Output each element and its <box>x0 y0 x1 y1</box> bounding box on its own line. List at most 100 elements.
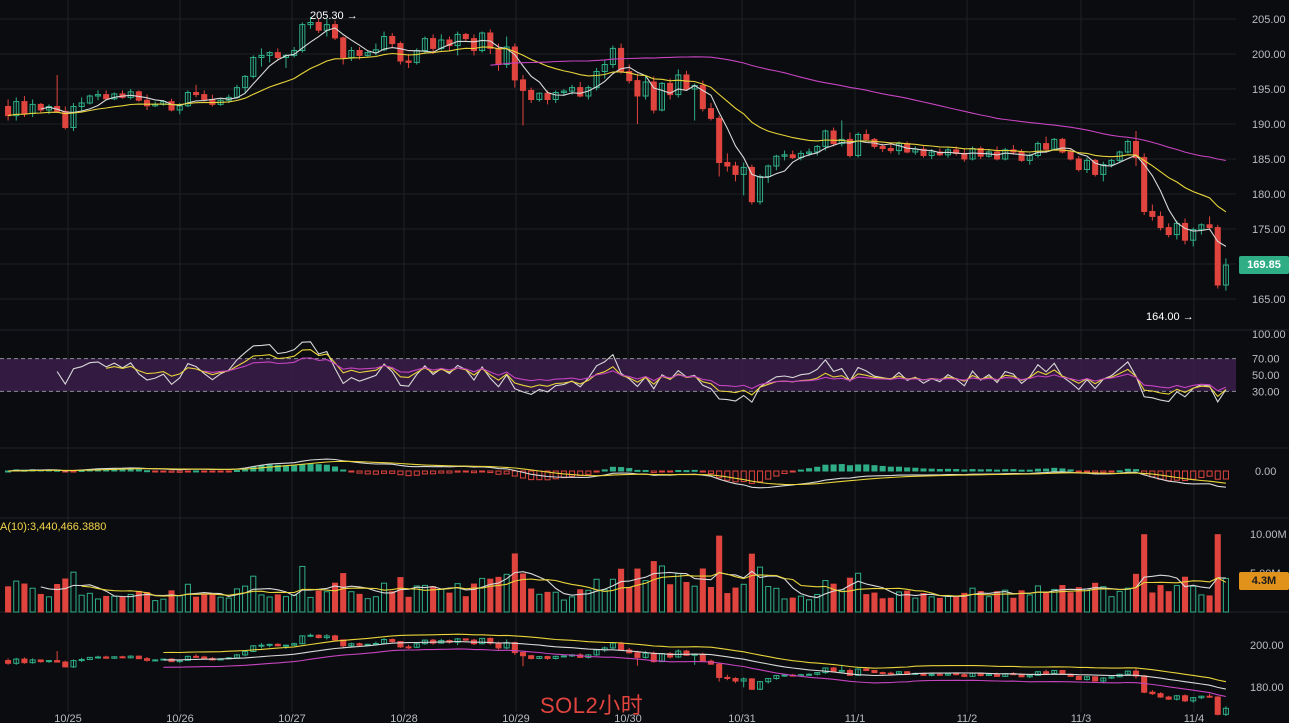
volume-bar-4 <box>37 593 44 613</box>
candle-body-147 <box>1206 224 1213 229</box>
macd-bar-57 <box>470 470 478 474</box>
macd-bar-67 <box>552 470 559 480</box>
candle-body-89 <box>732 165 739 175</box>
volume-bar-127 <box>1043 592 1050 613</box>
candle-body-112 <box>920 148 927 156</box>
candle-body-68 <box>560 90 567 93</box>
volume-bar-33 <box>274 594 281 613</box>
bottom-body-90 <box>740 678 747 682</box>
macd-bar-76 <box>626 468 633 472</box>
candle-body-40 <box>331 24 339 39</box>
volume-bar-42 <box>348 591 355 613</box>
bottom-body-67 <box>552 655 559 659</box>
bottom-body-120 <box>985 673 992 677</box>
volume-bar-48 <box>397 577 404 613</box>
candle-body-8 <box>70 106 77 128</box>
bottom-body-12 <box>103 656 110 659</box>
volume-bar-69 <box>569 596 576 613</box>
volume-bar-147 <box>1206 595 1213 613</box>
volume-bar-22 <box>184 583 191 613</box>
candle-body-24 <box>201 94 208 100</box>
macd-bar-116 <box>953 469 960 472</box>
vol-ma10-line <box>81 572 1227 597</box>
volume-bar-45 <box>372 596 379 613</box>
volume-bar-55 <box>454 583 461 613</box>
volume-bar-44 <box>364 598 371 613</box>
x-label-9: 11/3 <box>1071 713 1092 723</box>
x-label-6: 10/31 <box>728 713 756 723</box>
macd-bar-40 <box>331 466 339 472</box>
macd-bar-85 <box>699 470 706 473</box>
low-marker: 164.00 → <box>1146 311 1194 323</box>
volume-bar-131 <box>1075 587 1082 613</box>
candle-body-36 <box>299 24 306 51</box>
candle-body-41 <box>340 37 347 59</box>
bottom-body-99 <box>814 672 821 675</box>
volume-bar-106 <box>871 592 878 613</box>
high-marker: 205.30 → <box>310 10 358 22</box>
candle-body-140 <box>1149 211 1156 217</box>
volume-bar-66 <box>544 591 551 613</box>
candle-body-126 <box>1034 143 1041 157</box>
volume-bar-0 <box>5 586 12 613</box>
macd-bar-130 <box>1067 469 1074 472</box>
macd-bar-108 <box>887 466 894 472</box>
macd-bar-90 <box>740 470 747 483</box>
volume-bar-88 <box>724 593 731 613</box>
x-label-4: 10/29 <box>502 713 530 723</box>
macd-bar-135 <box>1108 470 1115 473</box>
x-label-7: 11/1 <box>845 713 866 723</box>
bottom-body-49 <box>405 646 412 649</box>
volume-bar-52 <box>430 586 437 613</box>
candle-body-20 <box>168 101 175 111</box>
volume-bar-37 <box>307 596 314 613</box>
candle-body-134 <box>1100 164 1107 175</box>
macd-bar-43 <box>356 470 363 474</box>
macd-bar-53 <box>438 470 445 474</box>
macd-bar-111 <box>912 467 919 472</box>
candle-body-94 <box>773 155 780 167</box>
macd-tick-0: 0.00 <box>1255 466 1276 478</box>
candle-body-56 <box>462 33 469 40</box>
macd-bar-51 <box>421 470 428 475</box>
macd-bar-50 <box>413 470 420 476</box>
volume-bar-120 <box>985 596 992 613</box>
volume-bar-24 <box>201 594 208 613</box>
volume-bar-5 <box>45 596 52 613</box>
price-tick-0: 205.00 <box>1252 14 1286 26</box>
macd-bar-78 <box>642 469 649 472</box>
candle-body-51 <box>421 38 428 51</box>
macd-bar-86 <box>707 470 715 475</box>
bottom-body-133 <box>1092 676 1099 682</box>
volume-bar-125 <box>1026 594 1033 613</box>
macd-bar-35 <box>291 465 298 472</box>
volume-bar-2 <box>21 583 28 613</box>
macd-bar-47 <box>389 470 396 474</box>
bottom-body-145 <box>1190 697 1197 702</box>
macd-bar-38 <box>315 464 322 472</box>
candle-body-148 <box>1214 227 1221 286</box>
macd-bar-88 <box>724 470 731 481</box>
candle-body-129 <box>1059 138 1066 153</box>
macd-bar-60 <box>495 470 502 475</box>
volume-bar-67 <box>552 591 559 613</box>
bottom-body-101 <box>830 667 837 673</box>
candle-body-133 <box>1092 159 1099 175</box>
bottom-body-78 <box>642 652 649 658</box>
volume-bar-59 <box>487 578 494 613</box>
volume-ma-label: A(10):3,440,466.3880 <box>0 521 107 533</box>
volume-bar-32 <box>266 596 273 613</box>
bottom-body-66 <box>544 656 551 659</box>
candle-body-13 <box>111 93 118 100</box>
bottom-body-6 <box>54 660 61 663</box>
candle-body-90 <box>740 166 747 175</box>
candle-body-12 <box>103 94 110 100</box>
candle-body-79 <box>650 81 657 111</box>
bottom-body-149 <box>1222 707 1229 715</box>
volume-bar-134 <box>1100 586 1107 613</box>
candle-body-33 <box>274 52 281 58</box>
macd-bar-48 <box>397 470 404 476</box>
bottom-body-148 <box>1214 696 1221 715</box>
bottom-body-94 <box>773 675 780 679</box>
